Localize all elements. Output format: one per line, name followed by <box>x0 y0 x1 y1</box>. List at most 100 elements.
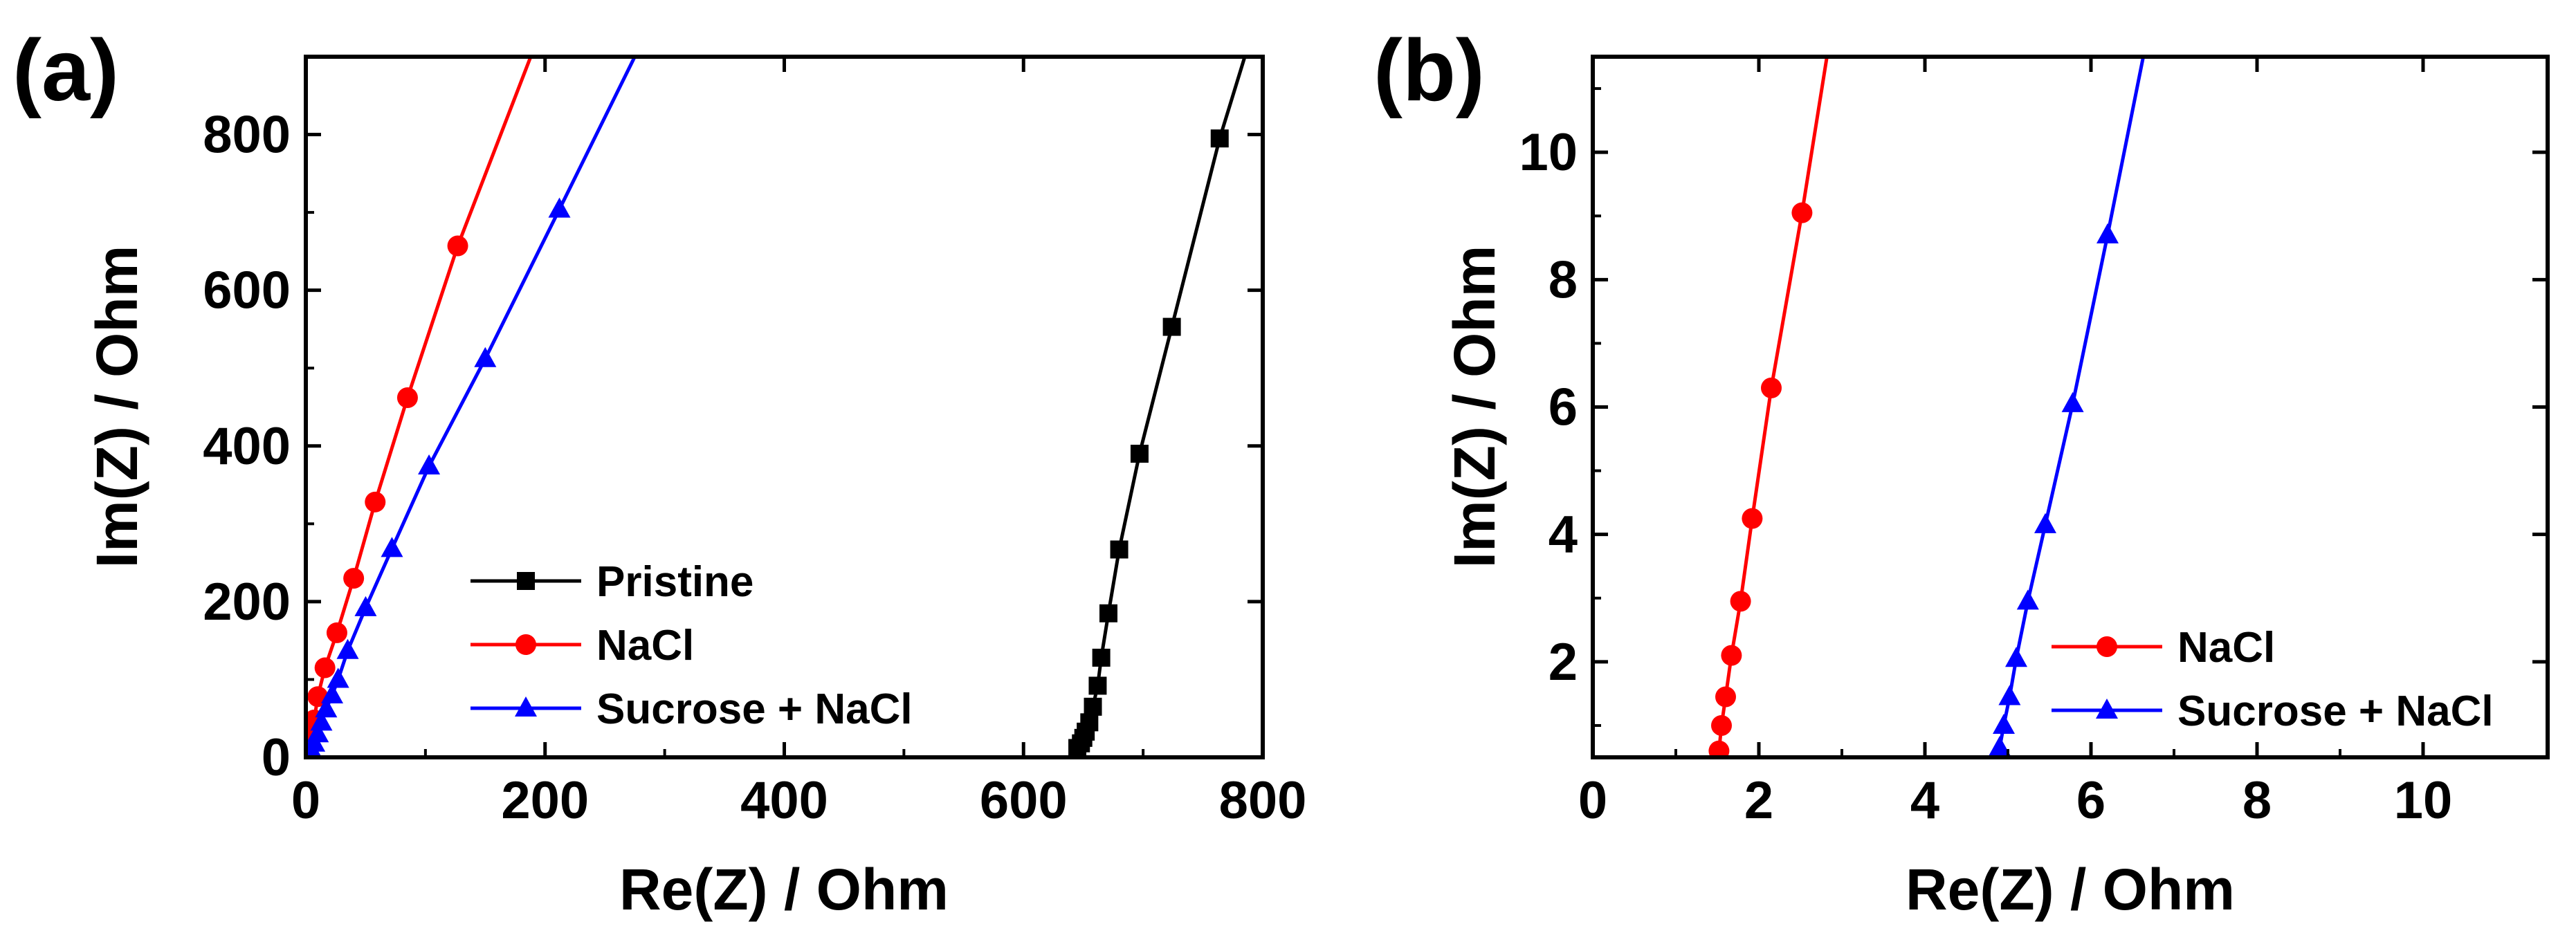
panel-b-data-point-0-4 <box>1730 591 1751 612</box>
panel-b-data-point-0-2 <box>1715 686 1736 708</box>
panel-a-data-point-1-8 <box>365 491 386 512</box>
panel-b-y-tick-label: 10 <box>1519 123 1578 182</box>
panel-a-legend-marker-2 <box>515 696 537 717</box>
panel-a-x-tick-label: 400 <box>740 771 828 830</box>
panel-a-series-1 <box>306 57 533 757</box>
panel-b-plot-area <box>1708 57 2146 757</box>
panel-a-series-2 <box>306 57 637 757</box>
panel-a-label: (a) <box>12 21 119 119</box>
panel-b-data-point-1-3 <box>2005 647 2027 667</box>
panel-a-legend-entry-2: Sucrose + NaCl <box>471 685 913 733</box>
panel-a-data-point-0-6 <box>1088 676 1107 695</box>
panel-b-data-point-0-3 <box>1721 645 1742 666</box>
panel-b-y-ticks: 2 4 6 8 10 <box>1519 87 2548 727</box>
panel-b-x-tick-label: 6 <box>2076 771 2105 830</box>
panel-b-data-point-1-7 <box>2097 223 2119 243</box>
panel-a-legend-label-0: Pristine <box>596 558 753 606</box>
panel-a-data-point-2-8 <box>354 595 377 616</box>
panel-a-data-point-0-7 <box>1092 648 1111 667</box>
panel-b-x-tick-label: 10 <box>2394 771 2453 830</box>
panel-a-series-line-2 <box>306 57 637 757</box>
panel-a-legend-label-1: NaCl <box>596 622 694 669</box>
panel-b-legend-marker-0 <box>2097 636 2117 657</box>
panel-a-y-axis-label: Im(Z) / Ohm <box>84 246 149 569</box>
panel-b-legend-label-1: Sucrose + NaCl <box>2177 687 2494 735</box>
panel-a-data-point-2-5 <box>321 683 344 703</box>
panel-a-legend-entry-1: NaCl <box>471 622 694 669</box>
panel-b-data-point-0-1 <box>1711 714 1732 736</box>
panel-b-data-point-0-7 <box>1791 202 1813 223</box>
panel-a-data-point-2-2 <box>307 722 329 743</box>
panel-a-y-tick-label: 400 <box>203 417 291 476</box>
panel-a-data-point-1-6 <box>326 622 347 643</box>
panel-a-y-ticks: 0 200 400 600 800 <box>203 55 1263 787</box>
panel-b-data-point-1-6 <box>2061 391 2084 412</box>
panel-a-data-point-2-7 <box>336 638 359 659</box>
panel-b-y-tick-label: 8 <box>1549 250 1578 309</box>
panel-a-data-point-0-4 <box>1080 713 1099 732</box>
panel-b-legend-label-0: NaCl <box>2177 624 2275 672</box>
panel-a-data-point-2-3 <box>310 710 333 731</box>
panel-a-data-point-0-9 <box>1110 540 1129 559</box>
panel-b-data-point-0-6 <box>1761 377 1782 398</box>
panel-b-series-1 <box>1989 57 2146 757</box>
panel-a-x-tick-label: 200 <box>501 771 589 830</box>
panel-b-x-tick-label: 0 <box>1578 771 1607 830</box>
panel-b-x-ticks: 0 2 4 6 8 10 <box>1578 57 2452 830</box>
panel-a-legend-marker-1 <box>515 634 536 655</box>
panel-a-data-point-0-8 <box>1099 604 1117 622</box>
panel-b-y-tick-label: 4 <box>1549 506 1578 564</box>
panel-a-data-point-1-7 <box>343 568 365 589</box>
panel-b-data-point-1-4 <box>2016 589 2039 610</box>
panel-b-series-0 <box>1708 57 1829 757</box>
panel-a-x-axis-label: Re(Z) / Ohm <box>619 857 949 922</box>
panel-a-legend-marker-0 <box>517 572 535 590</box>
panel-b-x-tick-label: 8 <box>2242 771 2272 830</box>
panel-a-plot-area <box>306 57 1247 757</box>
panel-b-legend-entry-1: Sucrose + NaCl <box>2052 687 2494 735</box>
panel-a-frame <box>304 55 1265 759</box>
panel-a-data-point-2-9 <box>381 537 403 557</box>
panel-b-data-point-1-5 <box>2034 512 2056 533</box>
panel-a-data-point-2-4 <box>315 697 338 718</box>
panel-b-series-line-1 <box>1993 57 2146 757</box>
panel-a-series-0 <box>1068 57 1247 757</box>
panel-b-data-point-1-2 <box>1998 685 2021 705</box>
panel-a: (a) 0 200 400 600 800 0 200 400 600 800 Re(Z) / … <box>12 21 1306 922</box>
panel-a-legend-label-2: Sucrose + NaCl <box>596 685 913 733</box>
panel-b-x-tick-label: 4 <box>1910 771 1939 830</box>
panel-a-x-tick-label: 0 <box>291 771 320 830</box>
panel-b-y-tick-label: 6 <box>1549 378 1578 437</box>
panel-b-label: (b) <box>1373 21 1485 119</box>
panel-a-y-tick-label: 600 <box>203 261 291 320</box>
panel-a-legend: Pristine NaCl Sucrose + NaCl <box>471 558 913 733</box>
panel-a-x-ticks: 0 200 400 600 800 <box>291 57 1307 830</box>
panel-a-data-point-1-10 <box>447 235 468 257</box>
panel-b-legend: NaCl Sucrose + NaCl <box>2052 624 2494 735</box>
panel-a-data-point-2-6 <box>327 667 349 688</box>
panel-b-data-point-1-1 <box>1993 713 2015 734</box>
panel-a-data-point-0-5 <box>1084 697 1102 716</box>
panel-a-legend-entry-0: Pristine <box>471 558 753 606</box>
panel-b-data-point-1-0 <box>1989 736 2011 757</box>
panel-a-data-point-0-10 <box>1130 445 1149 463</box>
panel-a-x-tick-label: 800 <box>1219 771 1307 830</box>
panel-b-legend-entry-0: NaCl <box>2052 624 2275 672</box>
panel-a-series-line-1 <box>306 57 533 757</box>
panel-b-x-axis-label: Re(Z) / Ohm <box>1906 857 2235 922</box>
panel-a-y-tick-label: 800 <box>203 106 291 165</box>
panel-a-data-point-0-11 <box>1162 317 1181 336</box>
panel-b-data-point-0-0 <box>1708 740 1730 757</box>
panel-a-data-point-2-10 <box>418 454 441 475</box>
panel-b-x-tick-label: 2 <box>1744 771 1773 830</box>
panel-a-data-point-1-5 <box>314 657 336 678</box>
panel-a-data-point-2-12 <box>548 197 571 218</box>
panel-b: (b) 0 2 4 6 8 10 2 4 6 8 10 Re(Z) / Ohm Im(Z) / O… <box>1373 21 2550 922</box>
panel-a-data-point-2-11 <box>474 347 497 367</box>
panel-a-y-tick-label: 0 <box>262 728 291 787</box>
panel-b-y-axis-label: Im(Z) / Ohm <box>1442 246 1507 569</box>
panel-b-y-tick-label: 2 <box>1549 633 1578 692</box>
panel-b-series-line-0 <box>1715 57 1829 757</box>
panel-a-x-tick-label: 600 <box>980 771 1068 830</box>
